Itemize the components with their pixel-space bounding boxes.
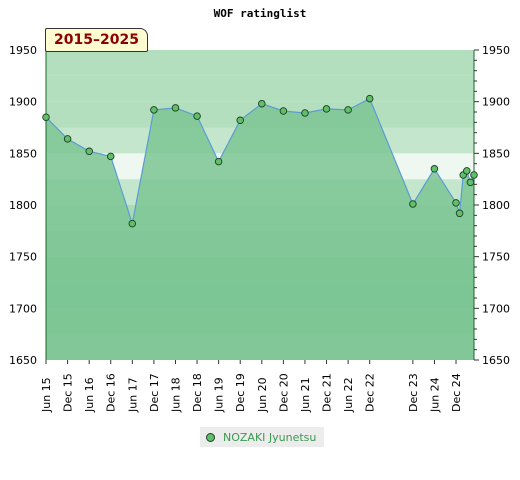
period-badge: 2015–2025 xyxy=(45,28,148,52)
y-tick-label-left: 1650 xyxy=(9,354,37,367)
data-point[interactable] xyxy=(236,116,244,125)
data-point[interactable] xyxy=(85,147,93,156)
data-point[interactable] xyxy=(455,209,464,218)
data-point[interactable] xyxy=(279,107,288,115)
x-tick-label: Dec 20 xyxy=(277,373,290,412)
x-tick-label: Dec 22 xyxy=(364,373,377,412)
y-tick-label-left: 1950 xyxy=(9,44,37,57)
y-tick-label-right: 1800 xyxy=(482,199,510,212)
x-tick-label: Dec 17 xyxy=(148,373,161,412)
x-tick-label: Dec 19 xyxy=(234,373,247,412)
data-point[interactable] xyxy=(42,113,50,121)
x-tick-label: Jun 21 xyxy=(299,377,312,413)
x-tick-label: Dec 24 xyxy=(450,373,463,412)
data-point[interactable] xyxy=(463,167,471,175)
x-tick-label: Dec 15 xyxy=(62,373,75,412)
data-point[interactable] xyxy=(301,109,309,117)
y-tick-label-left: 1750 xyxy=(9,251,37,264)
y-tick-label-left: 1800 xyxy=(9,199,37,212)
data-point[interactable] xyxy=(171,104,180,112)
legend-marker-icon xyxy=(206,432,215,442)
x-tick-label: Dec 18 xyxy=(191,373,204,412)
legend-label: NOZAKI Jyunetsu xyxy=(223,430,317,444)
y-tick-label-left: 1850 xyxy=(9,147,37,160)
left-y-axis: 1650 1700 1750 1800 1850 1900 1950 xyxy=(9,44,47,367)
y-tick-label-right: 1850 xyxy=(482,147,510,160)
right-y-axis: 1650 1700 1750 1800 1850 1900 1950 xyxy=(473,44,510,367)
x-tick-label: Jun 19 xyxy=(213,377,226,413)
x-tick-label: Jun 24 xyxy=(428,377,441,413)
x-tick-label: Jun 20 xyxy=(256,377,269,413)
x-tick-label: Jun 16 xyxy=(83,377,96,413)
data-point[interactable] xyxy=(470,171,478,179)
data-point[interactable] xyxy=(193,112,201,120)
legend[interactable]: NOZAKI Jyunetsu xyxy=(200,427,325,447)
data-point[interactable] xyxy=(344,106,352,114)
x-tick-label: Dec 16 xyxy=(105,373,118,412)
y-tick-label-right: 1700 xyxy=(482,302,510,315)
data-point[interactable] xyxy=(322,105,331,113)
band xyxy=(46,50,474,76)
x-tick-label: Jun 22 xyxy=(342,377,355,413)
y-tick-label-left: 1900 xyxy=(9,96,37,109)
data-point[interactable] xyxy=(430,165,439,173)
x-tick-label: Dec 23 xyxy=(407,373,420,412)
data-point[interactable] xyxy=(214,157,223,166)
data-point[interactable] xyxy=(409,200,417,208)
data-point[interactable] xyxy=(106,152,115,161)
x-tick-label: Jun 15 xyxy=(40,377,53,413)
data-point[interactable] xyxy=(258,99,266,108)
y-tick-label-right: 1650 xyxy=(482,354,510,367)
y-tick-label-right: 1750 xyxy=(482,251,510,264)
data-point[interactable] xyxy=(466,178,475,187)
x-axis: Jun 15 Dec 15 Jun 16 Dec 16 Jun 17 Dec 17 Jun … xyxy=(40,360,463,413)
data-point[interactable] xyxy=(128,219,137,228)
band xyxy=(46,75,474,102)
data-point[interactable] xyxy=(365,94,374,103)
y-tick-label-right: 1900 xyxy=(482,96,510,109)
rating-line xyxy=(45,97,475,224)
chart-title: WOF ratinglist xyxy=(214,7,307,20)
data-point[interactable] xyxy=(63,135,72,143)
data-point[interactable] xyxy=(452,199,460,207)
y-tick-label-left: 1700 xyxy=(9,302,37,315)
data-point[interactable] xyxy=(150,106,158,114)
x-tick-label: Jun 17 xyxy=(126,377,139,413)
rating-markers xyxy=(42,94,478,228)
x-tick-label: Dec 21 xyxy=(321,373,334,412)
rating-area xyxy=(45,97,475,360)
y-tick-label-right: 1950 xyxy=(482,44,510,57)
x-tick-label: Jun 18 xyxy=(169,377,182,413)
area-fill xyxy=(46,98,474,360)
